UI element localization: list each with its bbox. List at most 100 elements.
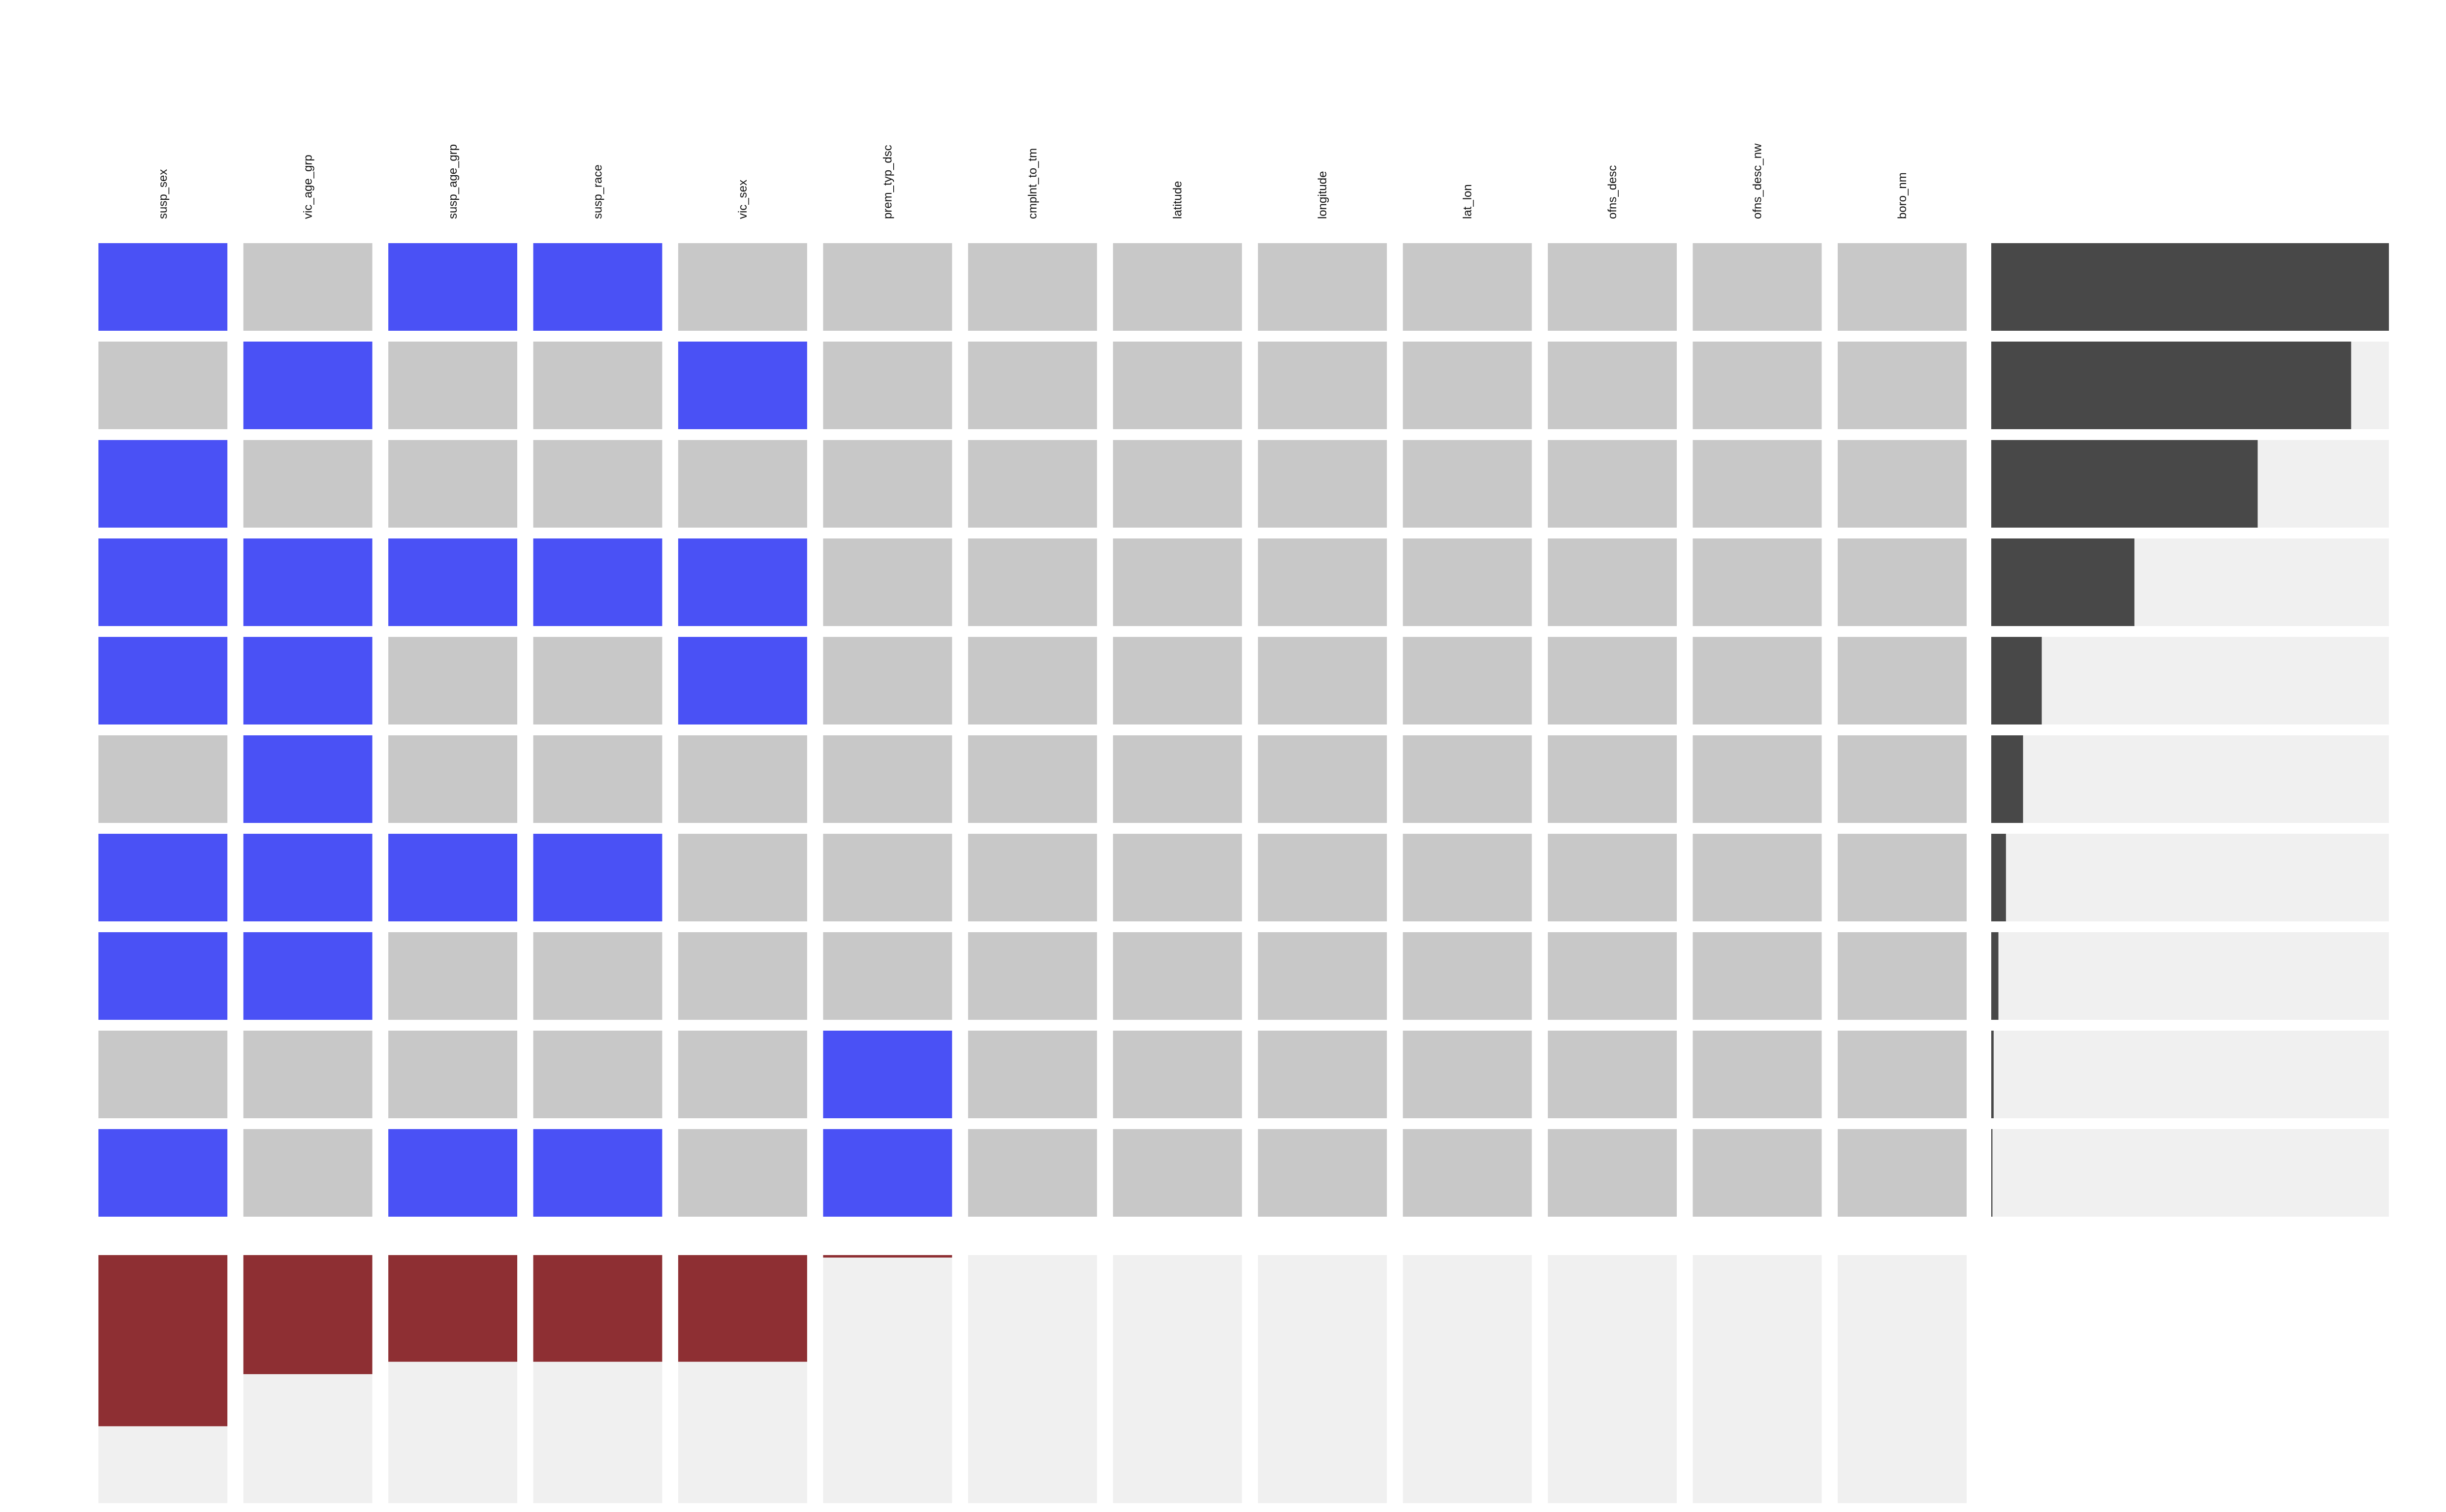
column-bar xyxy=(533,1255,662,1362)
present-cell xyxy=(1403,342,1532,429)
present-cell xyxy=(1838,932,1967,1020)
present-cell xyxy=(1548,243,1677,331)
present-cell xyxy=(1548,637,1677,724)
present-cell xyxy=(243,440,373,528)
missing-cell xyxy=(533,243,662,331)
missing-cell xyxy=(243,735,373,823)
column-bar-track xyxy=(1838,1255,1967,1503)
present-cell xyxy=(1838,440,1967,528)
present-cell xyxy=(968,440,1097,528)
missing-cell xyxy=(98,243,227,331)
row-bar-track xyxy=(1991,735,2389,823)
present-cell xyxy=(1693,538,1822,626)
missing-cell xyxy=(388,538,517,626)
present-cell xyxy=(1258,735,1387,823)
row-bar-track xyxy=(1991,834,2389,921)
column-bar-track xyxy=(1548,1255,1677,1503)
missing-cell xyxy=(388,1129,517,1217)
present-cell xyxy=(1403,735,1532,823)
column-bar-track xyxy=(968,1255,1097,1503)
row-bar-track xyxy=(1991,1129,2389,1217)
missing-cell xyxy=(243,932,373,1020)
present-cell xyxy=(1548,538,1677,626)
present-cell xyxy=(1838,1129,1967,1217)
present-cell xyxy=(823,440,952,528)
present-cell xyxy=(1403,637,1532,724)
present-cell xyxy=(968,834,1097,921)
column-label: longitude xyxy=(1316,171,1329,219)
present-cell xyxy=(388,932,517,1020)
present-cell xyxy=(678,243,807,331)
column-bar-track xyxy=(1113,1255,1242,1503)
present-cell xyxy=(1258,538,1387,626)
present-cell xyxy=(1258,342,1387,429)
present-cell xyxy=(1838,538,1967,626)
missing-cell xyxy=(388,834,517,921)
missing-cell xyxy=(98,637,227,724)
present-cell xyxy=(823,243,952,331)
present-cell xyxy=(1113,342,1242,429)
present-cell xyxy=(968,243,1097,331)
present-cell xyxy=(678,735,807,823)
present-cell xyxy=(1838,735,1967,823)
present-cell xyxy=(1693,637,1822,724)
present-cell xyxy=(1838,834,1967,921)
present-cell xyxy=(1693,243,1822,331)
present-cell xyxy=(1838,1031,1967,1118)
column-label: prem_typ_dsc xyxy=(881,145,895,219)
present-cell xyxy=(243,1031,373,1118)
present-cell xyxy=(1838,342,1967,429)
column-bar-track xyxy=(1403,1255,1532,1503)
present-cell xyxy=(1258,243,1387,331)
present-cell xyxy=(1113,637,1242,724)
present-cell xyxy=(1403,1031,1532,1118)
present-cell xyxy=(388,440,517,528)
column-bars xyxy=(98,1255,1967,1503)
present-cell xyxy=(1548,834,1677,921)
present-cell xyxy=(1113,932,1242,1020)
present-cell xyxy=(968,932,1097,1020)
present-cell xyxy=(388,637,517,724)
present-cell xyxy=(823,637,952,724)
present-cell xyxy=(968,342,1097,429)
row-bar xyxy=(1991,637,2042,724)
present-cell xyxy=(1548,440,1677,528)
present-cell xyxy=(1113,440,1242,528)
missing-cell xyxy=(678,637,807,724)
missing-cell xyxy=(823,1129,952,1217)
present-cell xyxy=(1548,1031,1677,1118)
present-cell xyxy=(968,1031,1097,1118)
missing-cell xyxy=(98,932,227,1020)
row-bar xyxy=(1991,440,2258,528)
present-cell xyxy=(1113,735,1242,823)
row-bar xyxy=(1991,342,2352,429)
present-cell xyxy=(1258,440,1387,528)
missing-cell xyxy=(533,538,662,626)
row-bar xyxy=(1991,735,2023,823)
present-cell xyxy=(823,932,952,1020)
present-cell xyxy=(1403,1129,1532,1217)
present-cell xyxy=(1113,1129,1242,1217)
present-cell xyxy=(678,932,807,1020)
missing-cell xyxy=(243,637,373,724)
present-cell xyxy=(1258,637,1387,724)
row-bar xyxy=(1991,1031,1994,1118)
present-cell xyxy=(1548,932,1677,1020)
present-cell xyxy=(388,342,517,429)
column-label: cmplnt_to_tm xyxy=(1026,148,1039,219)
present-cell xyxy=(243,1129,373,1217)
column-bar xyxy=(243,1255,373,1374)
row-bar xyxy=(1991,932,1999,1020)
missing-cell xyxy=(98,440,227,528)
present-cell xyxy=(1258,932,1387,1020)
column-bar-track xyxy=(823,1255,952,1503)
present-cell xyxy=(1548,342,1677,429)
column-label: susp_age_grp xyxy=(446,144,460,219)
column-label: boro_nm xyxy=(1896,172,1909,219)
column-labels: susp_sex vic_age_grp susp_age_grp susp_race… xyxy=(157,143,1909,219)
present-cell xyxy=(1693,440,1822,528)
present-cell xyxy=(1548,1129,1677,1217)
column-bar-track xyxy=(1258,1255,1387,1503)
present-cell xyxy=(823,538,952,626)
